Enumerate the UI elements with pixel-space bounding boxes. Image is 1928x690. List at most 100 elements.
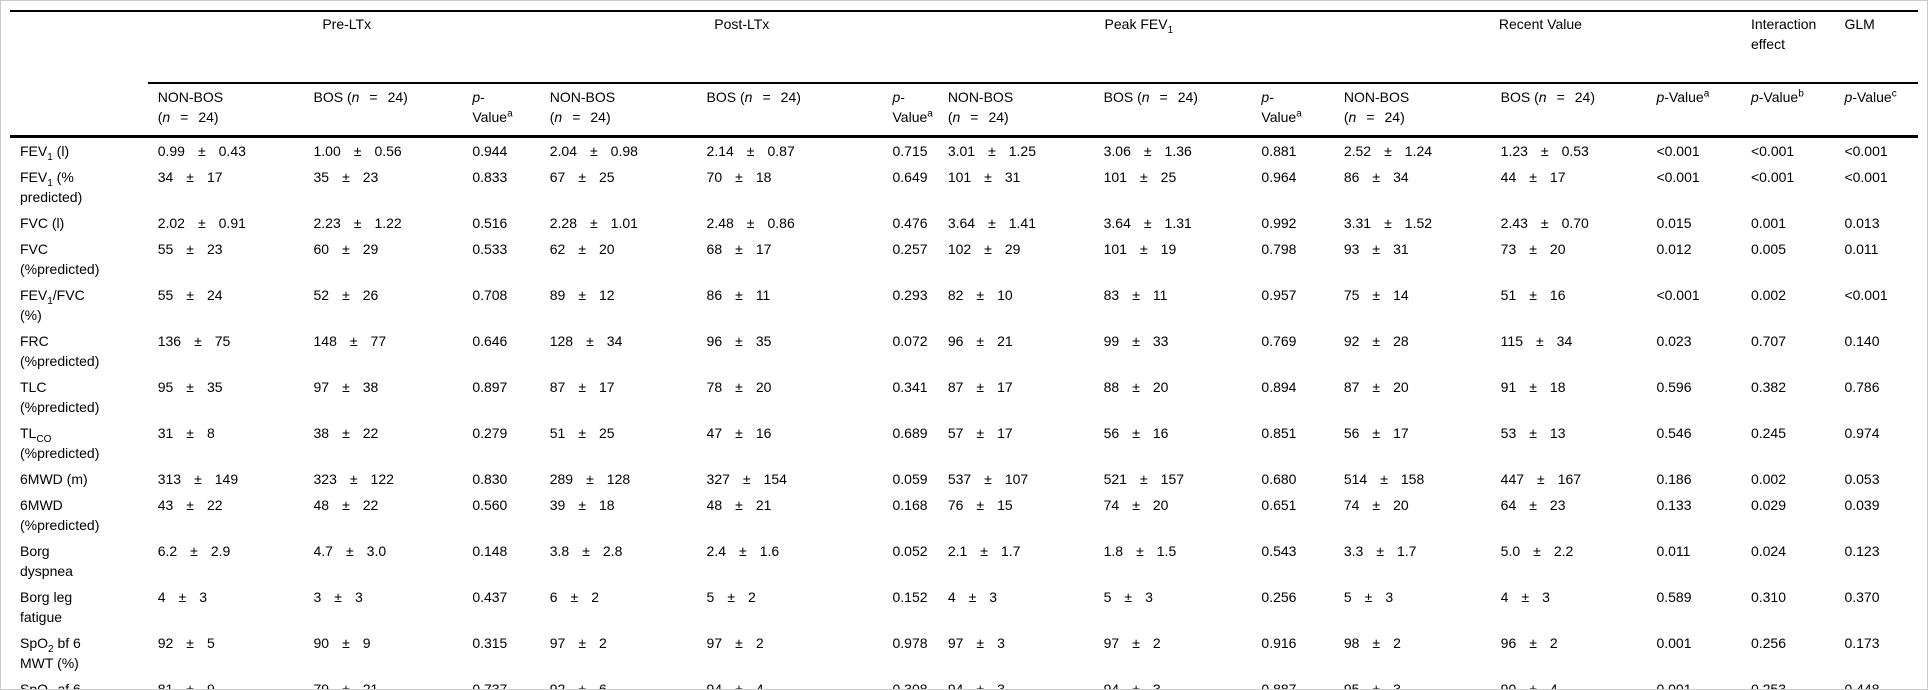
table-row: FVC (%predicted) 55 ±23 60 ±29 0.533 62 ±20 68 ±17… — [10, 236, 1918, 282]
data-cell: 73 ±20 — [1500, 241, 1566, 257]
data-cell: 101 ±25 — [1103, 169, 1177, 185]
data-cell: 102 ±29 — [947, 241, 1021, 257]
row-label: FEV1 (l) — [20, 143, 70, 163]
data-cell: 92 ±28 — [1343, 333, 1409, 349]
data-cell: 43 ±22 — [157, 497, 223, 513]
data-cell: 3.8 ±2.8 — [549, 543, 623, 559]
row-label-column-stub — [10, 11, 148, 83]
data-cell: 48 ±22 — [313, 497, 379, 513]
data-cell: 136 ±75 — [157, 333, 231, 349]
data-cell: 0.786 — [1844, 379, 1880, 395]
data-cell: 87 ±17 — [549, 379, 615, 395]
data-cell: 115 ±34 — [1500, 333, 1573, 349]
row-label: TLC (%predicted) — [20, 379, 100, 415]
data-cell: 0.957 — [1261, 287, 1297, 303]
data-cell: 0.944 — [472, 143, 508, 159]
data-cell: 0.279 — [472, 425, 508, 441]
data-cell: 3.64 ±1.41 — [947, 215, 1036, 231]
data-cell: 2.48 ±0.86 — [706, 215, 795, 231]
data-cell: 0.052 — [892, 543, 928, 559]
group-header: Recent Value — [1333, 11, 1741, 84]
row-label-column-stub — [10, 83, 148, 138]
data-cell: 87 ±17 — [947, 379, 1013, 395]
data-cell: 3.06 ±1.36 — [1103, 143, 1192, 159]
data-cell: 128 ±34 — [549, 333, 623, 349]
data-cell: 2.52 ±1.24 — [1343, 143, 1433, 159]
data-cell: 53 ±13 — [1500, 425, 1566, 441]
data-cell: 0.053 — [1844, 471, 1880, 487]
table-row: Borg dyspnea 6.2 ±2.9 4.7 ±3.0 0.148 3.8 ±2.8 2.4… — [10, 538, 1918, 584]
data-cell: 1.00 ±0.56 — [313, 143, 402, 159]
data-cell: 101 ±19 — [1103, 241, 1177, 257]
data-cell: 4 ±3 — [1500, 589, 1550, 605]
data-cell: 70 ±18 — [706, 169, 772, 185]
data-cell: 0.881 — [1261, 143, 1297, 159]
row-label: 6MWD (%predicted) — [20, 497, 100, 533]
data-cell: 2.04 ±0.98 — [549, 143, 638, 159]
table-row: FVC (l) 2.02 ±0.91 2.23 ±1.22 0.516 2.28 ±1.01 2… — [10, 210, 1918, 236]
subheader-cell: BOS (n = 24) — [303, 83, 463, 138]
data-cell: 0.99 ±0.43 — [157, 143, 246, 159]
data-cell: 0.707 — [1750, 333, 1787, 349]
table-body: FEV1 (l) 0.99 ±0.43 1.00 ±0.56 0.944 2.04 ±0.98… — [10, 137, 1918, 690]
data-cell: 0.680 — [1261, 471, 1297, 487]
table-row: TLC (%predicted) 95 ±35 97 ±38 0.897 87 ±17 78 ±20… — [10, 374, 1918, 420]
data-cell: 0.059 — [892, 471, 928, 487]
data-cell: 0.072 — [892, 333, 928, 349]
data-cell: 0.168 — [892, 497, 928, 513]
table-row: FEV1 (l) 0.99 ±0.43 1.00 ±0.56 0.944 2.04 ±0.98… — [10, 137, 1918, 165]
data-cell: 0.245 — [1750, 425, 1787, 441]
row-label: Borg dyspnea — [20, 543, 73, 579]
data-cell: 0.308 — [892, 681, 928, 690]
data-cell: 0.011 — [1844, 241, 1879, 257]
data-cell: 74 ±20 — [1103, 497, 1169, 513]
data-cell: 2.23 ±1.22 — [313, 215, 402, 231]
data-cell: 3 ±3 — [313, 589, 363, 605]
data-cell: 0.341 — [892, 379, 928, 395]
data-cell: 2.02 ±0.91 — [157, 215, 246, 231]
group-header: Peak FEV1 — [937, 11, 1334, 84]
subheader-cell: BOS (n = 24) — [696, 83, 883, 138]
data-cell: 88 ±20 — [1103, 379, 1169, 395]
row-label: FVC (%predicted) — [20, 241, 100, 277]
subheader-cell: NON-BOS (n = 24) — [1333, 83, 1491, 138]
data-cell: 0.015 — [1656, 215, 1692, 231]
data-cell: 93 ±31 — [1343, 241, 1409, 257]
data-cell: 97 ±3 — [947, 635, 1005, 651]
data-cell: 57 ±17 — [947, 425, 1013, 441]
subheader-cell: p-Valuea — [1251, 83, 1334, 138]
data-cell: 48 ±21 — [706, 497, 772, 513]
data-cell: 0.887 — [1261, 681, 1297, 690]
data-cell: 90 ±9 — [313, 635, 371, 651]
data-cell: 0.798 — [1261, 241, 1297, 257]
data-cell: 51 ±16 — [1500, 287, 1566, 303]
data-cell: <0.001 — [1656, 287, 1700, 303]
data-cell: 0.310 — [1750, 589, 1787, 605]
data-cell: 0.833 — [472, 169, 508, 185]
subheader-cell: NON-BOS (n = 24) — [937, 83, 1094, 138]
data-cell: <0.001 — [1750, 169, 1795, 185]
data-cell: <0.001 — [1750, 143, 1795, 159]
data-cell: 97 ±2 — [1103, 635, 1161, 651]
data-cell: 0.012 — [1656, 241, 1692, 257]
data-cell: 0.437 — [472, 589, 508, 605]
data-cell: 521 ±157 — [1103, 471, 1185, 487]
data-cell: 0.173 — [1844, 635, 1880, 651]
data-cell: 1.23 ±0.53 — [1500, 143, 1589, 159]
data-cell: 86 ±11 — [706, 287, 771, 303]
row-label: FEV1 (% predicted) — [20, 169, 83, 205]
data-cell: 0.964 — [1261, 169, 1297, 185]
group-header: Interaction effect — [1740, 11, 1835, 84]
data-cell: 0.005 — [1750, 241, 1787, 257]
data-cell: <0.001 — [1656, 169, 1700, 185]
group-header: Post-LTx — [539, 11, 938, 84]
data-cell: <0.001 — [1844, 169, 1888, 185]
data-cell: 0.029 — [1750, 497, 1787, 513]
table-row: 6MWD (%predicted) 43 ±22 48 ±22 0.560 39 ±18 48 ±2… — [10, 492, 1918, 538]
data-cell: 97 ±2 — [706, 635, 764, 651]
data-cell: 0.596 — [1656, 379, 1692, 395]
